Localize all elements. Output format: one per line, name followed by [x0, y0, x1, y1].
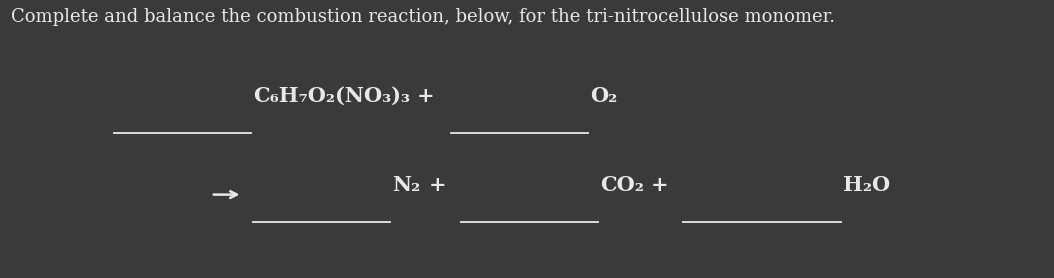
Text: +: + — [416, 86, 434, 106]
Text: C₆H₇O₂(NO₃)₃: C₆H₇O₂(NO₃)₃ — [253, 86, 410, 106]
Text: CO₂: CO₂ — [600, 175, 644, 195]
Text: O₂: O₂ — [590, 86, 618, 106]
Text: Complete and balance the combustion reaction, below, for the tri-nitrocellulose : Complete and balance the combustion reac… — [11, 8, 835, 26]
Text: +: + — [429, 175, 447, 195]
Text: +: + — [650, 175, 668, 195]
Text: H₂O: H₂O — [843, 175, 891, 195]
Text: N₂: N₂ — [392, 175, 421, 195]
